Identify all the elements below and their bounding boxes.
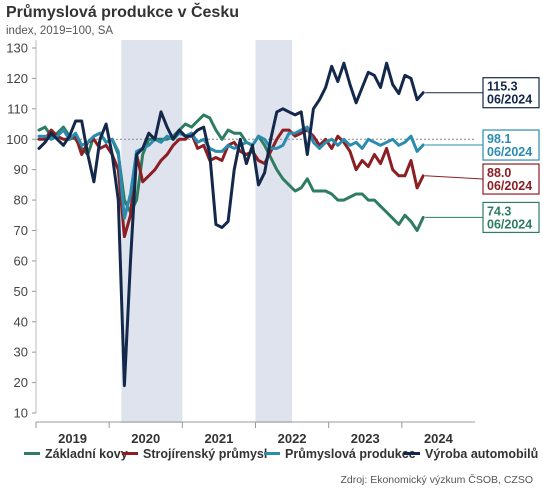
legend-label: Průmyslová produkce bbox=[285, 447, 416, 461]
end-label-box bbox=[482, 129, 540, 161]
series-line-3 bbox=[37, 61, 425, 388]
shaded-period bbox=[255, 40, 293, 423]
y-tick-label: 110 bbox=[7, 101, 28, 116]
legend: Základní kovy Strojírenský průmysl Průmy… bbox=[0, 447, 543, 467]
y-tick-label: 90 bbox=[14, 162, 28, 177]
y-tick-label: 130 bbox=[6, 41, 28, 56]
legend-swatch bbox=[264, 452, 280, 456]
end-label-value: 98.1 bbox=[487, 132, 511, 146]
end-label-value: 115.3 bbox=[487, 80, 518, 94]
legend-label: Strojírenský průmysl bbox=[143, 447, 268, 461]
x-year-label: 2020 bbox=[131, 431, 160, 446]
end-label-connector bbox=[425, 175, 484, 180]
source-note: Zdroj: Ekonomický výzkum ČSOB, CZSO bbox=[340, 474, 533, 486]
series-line-1 bbox=[37, 128, 425, 239]
chart-title: Průmyslová produkce v Česku bbox=[6, 4, 239, 21]
chart-area: 10 20 30 40 50 60 70 80 90 100 110 120 130 2019 2020 2… bbox=[6, 40, 540, 446]
y-tick-label: 100 bbox=[6, 132, 28, 147]
end-label-box bbox=[482, 163, 540, 195]
x-year-label: 2023 bbox=[351, 431, 380, 446]
end-label-box bbox=[482, 201, 540, 234]
y-tick-label: 40 bbox=[14, 314, 28, 329]
legend-label: Základní kovy bbox=[45, 447, 128, 461]
y-tick-label: 10 bbox=[14, 406, 28, 421]
y-tick-label: 120 bbox=[6, 71, 28, 86]
y-tick-label: 50 bbox=[14, 284, 28, 299]
legend-item-zakladni-kovy: Základní kovy bbox=[24, 447, 128, 461]
legend-item-strojirensky-prumysl: Strojírenský průmysl bbox=[122, 447, 267, 461]
x-year-label: 2019 bbox=[58, 431, 87, 446]
y-tick-label: 80 bbox=[14, 193, 28, 208]
legend-item-vyroba-automobilu: Výroba automobilů bbox=[404, 447, 538, 461]
legend-item-prumyslova-produkce: Průmyslová produkce bbox=[264, 447, 416, 461]
end-label-3: 115.306/2024 bbox=[425, 77, 540, 109]
end-label-0: 74.306/2024 bbox=[425, 201, 540, 234]
y-tick-label: 20 bbox=[14, 375, 28, 390]
x-year-label: 2022 bbox=[278, 431, 307, 446]
end-label-date: 06/2024 bbox=[487, 217, 532, 231]
end-label-date: 06/2024 bbox=[487, 145, 532, 159]
end-label-box bbox=[482, 77, 540, 109]
end-label-value: 88.0 bbox=[487, 166, 511, 180]
series-line-2 bbox=[37, 125, 425, 220]
chart-subtitle: index, 2019=100, SA bbox=[6, 25, 114, 37]
y-tick-label: 60 bbox=[14, 253, 28, 268]
end-label-date: 06/2024 bbox=[487, 179, 532, 193]
legend-swatch bbox=[24, 452, 40, 456]
legend-label: Výroba automobilů bbox=[425, 447, 539, 461]
end-label-value: 74.3 bbox=[487, 204, 511, 218]
x-year-label: 2021 bbox=[204, 431, 233, 446]
y-tick-label: 30 bbox=[14, 345, 28, 360]
legend-swatch bbox=[122, 452, 138, 456]
end-label-2: 98.106/2024 bbox=[425, 129, 540, 161]
x-year-label: 2024 bbox=[424, 431, 454, 446]
end-label-1: 88.006/2024 bbox=[425, 163, 540, 195]
y-tick-label: 70 bbox=[14, 223, 28, 238]
legend-swatch bbox=[404, 452, 420, 456]
end-label-date: 06/2024 bbox=[487, 93, 532, 107]
shaded-period bbox=[121, 40, 183, 423]
